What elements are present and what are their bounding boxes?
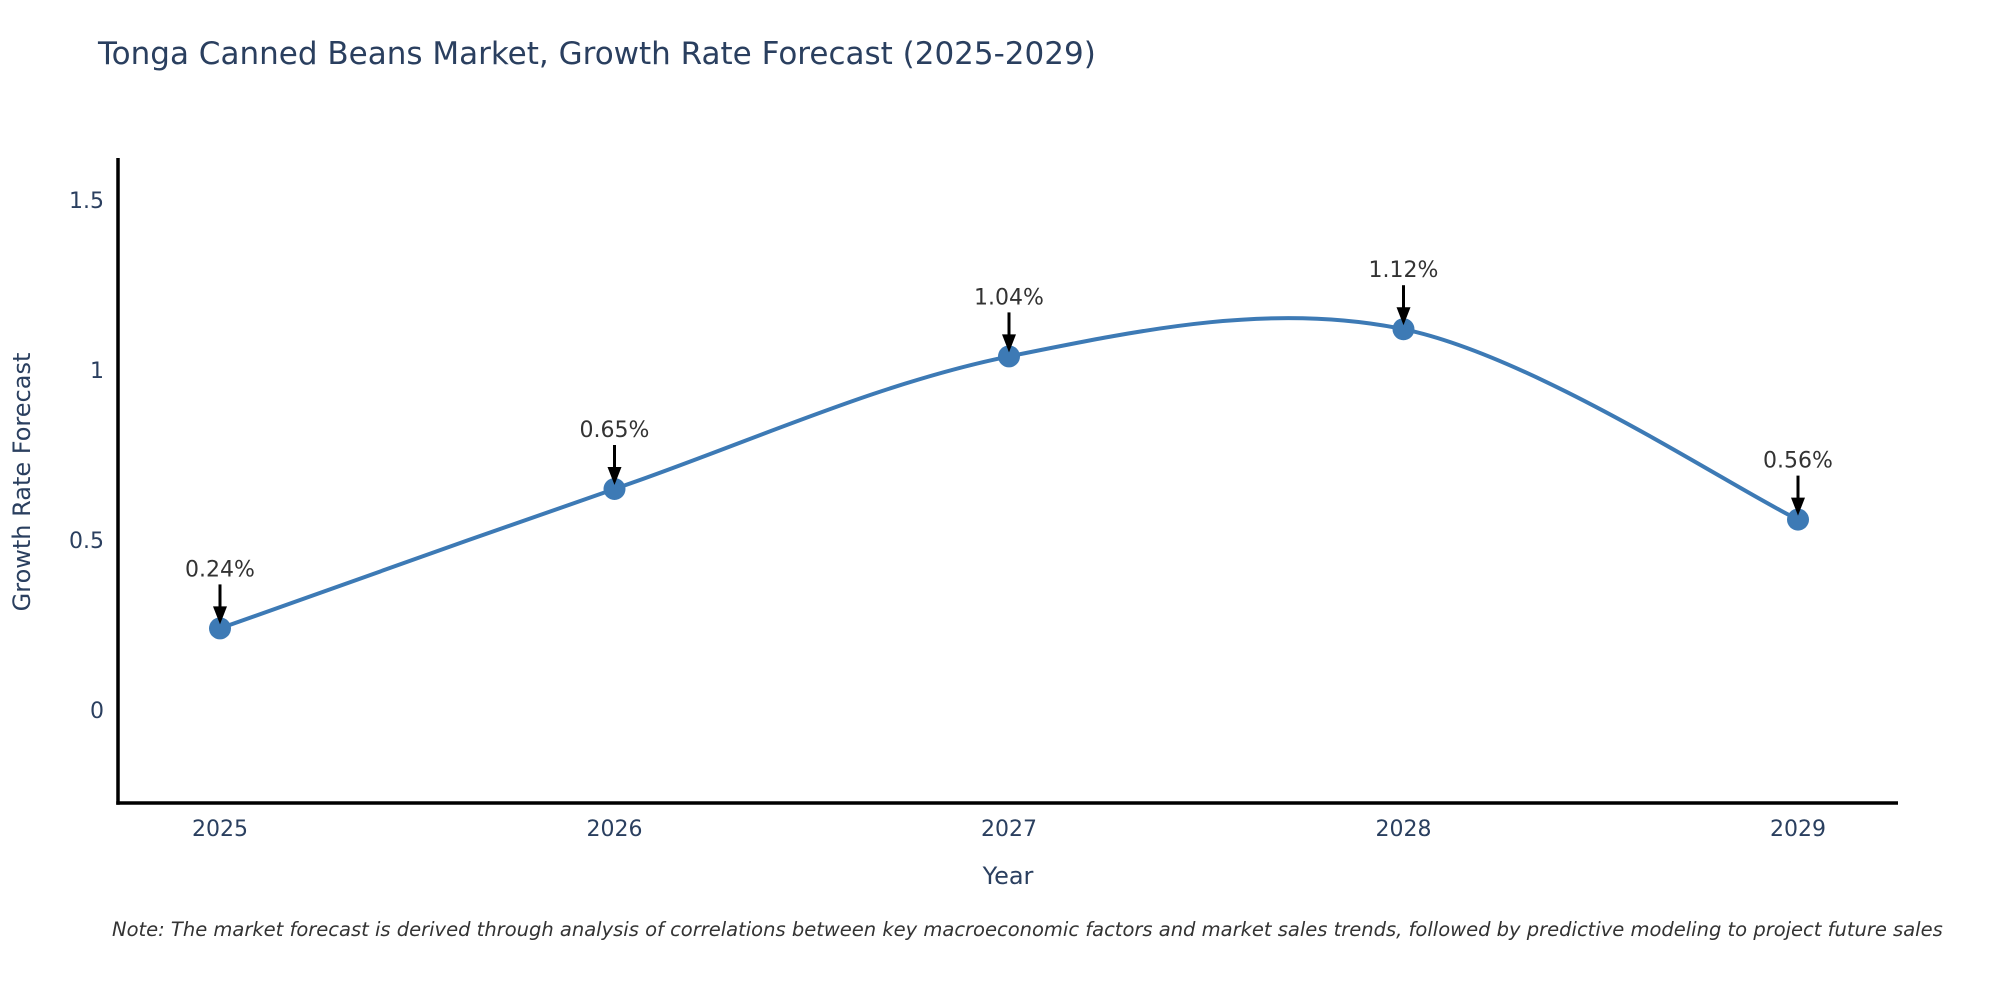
annotation-label-2027: 1.04% [974,285,1044,310]
y-tick-1: 1 [90,359,104,384]
data-point-2026[interactable] [603,478,626,500]
point-annotations: 0.24% 0.65% 1.04% 1.12% 0.56% [185,258,1833,625]
x-tick-2029: 2029 [1770,817,1826,842]
y-tick-0.5: 0.5 [69,529,104,554]
annotation-label-2025: 0.24% [185,557,255,582]
annotation-arrowhead [1791,497,1805,516]
x-tick-2026: 2026 [587,817,643,842]
chart-title: Tonga Canned Beans Market, Growth Rate F… [98,36,1096,72]
annotation-arrowhead [1002,334,1016,353]
axes [116,158,1898,805]
footnote: Note: The market forecast is derived thr… [112,918,1943,941]
annotation-label-2028: 1.12% [1369,258,1439,283]
data-point-2025[interactable] [209,617,231,640]
x-tick-2027: 2027 [981,817,1037,842]
y-tick-0: 0 [90,699,104,724]
data-point-2028[interactable] [1392,318,1415,341]
x-axis-title: Year [982,862,1034,890]
annotation-arrowhead [213,606,227,625]
tick-labels: 0 0.5 1 1.5 2025 2026 2027 2028 2029 [69,189,1826,842]
data-series [209,316,1809,640]
annotation-label-2029: 0.56% [1763,449,1833,474]
annotation-arrowhead [1396,307,1411,326]
x-tick-2025: 2025 [192,817,248,842]
y-tick-1.5: 1.5 [69,189,104,214]
annotation-arrowhead [607,467,622,485]
annotation-label-2026: 0.65% [580,418,650,443]
x-tick-2028: 2028 [1376,817,1432,842]
data-point-2027[interactable] [998,345,1020,368]
y-axis-title: Growth Rate Forecast [8,353,36,612]
data-point-2029[interactable] [1787,508,1809,531]
